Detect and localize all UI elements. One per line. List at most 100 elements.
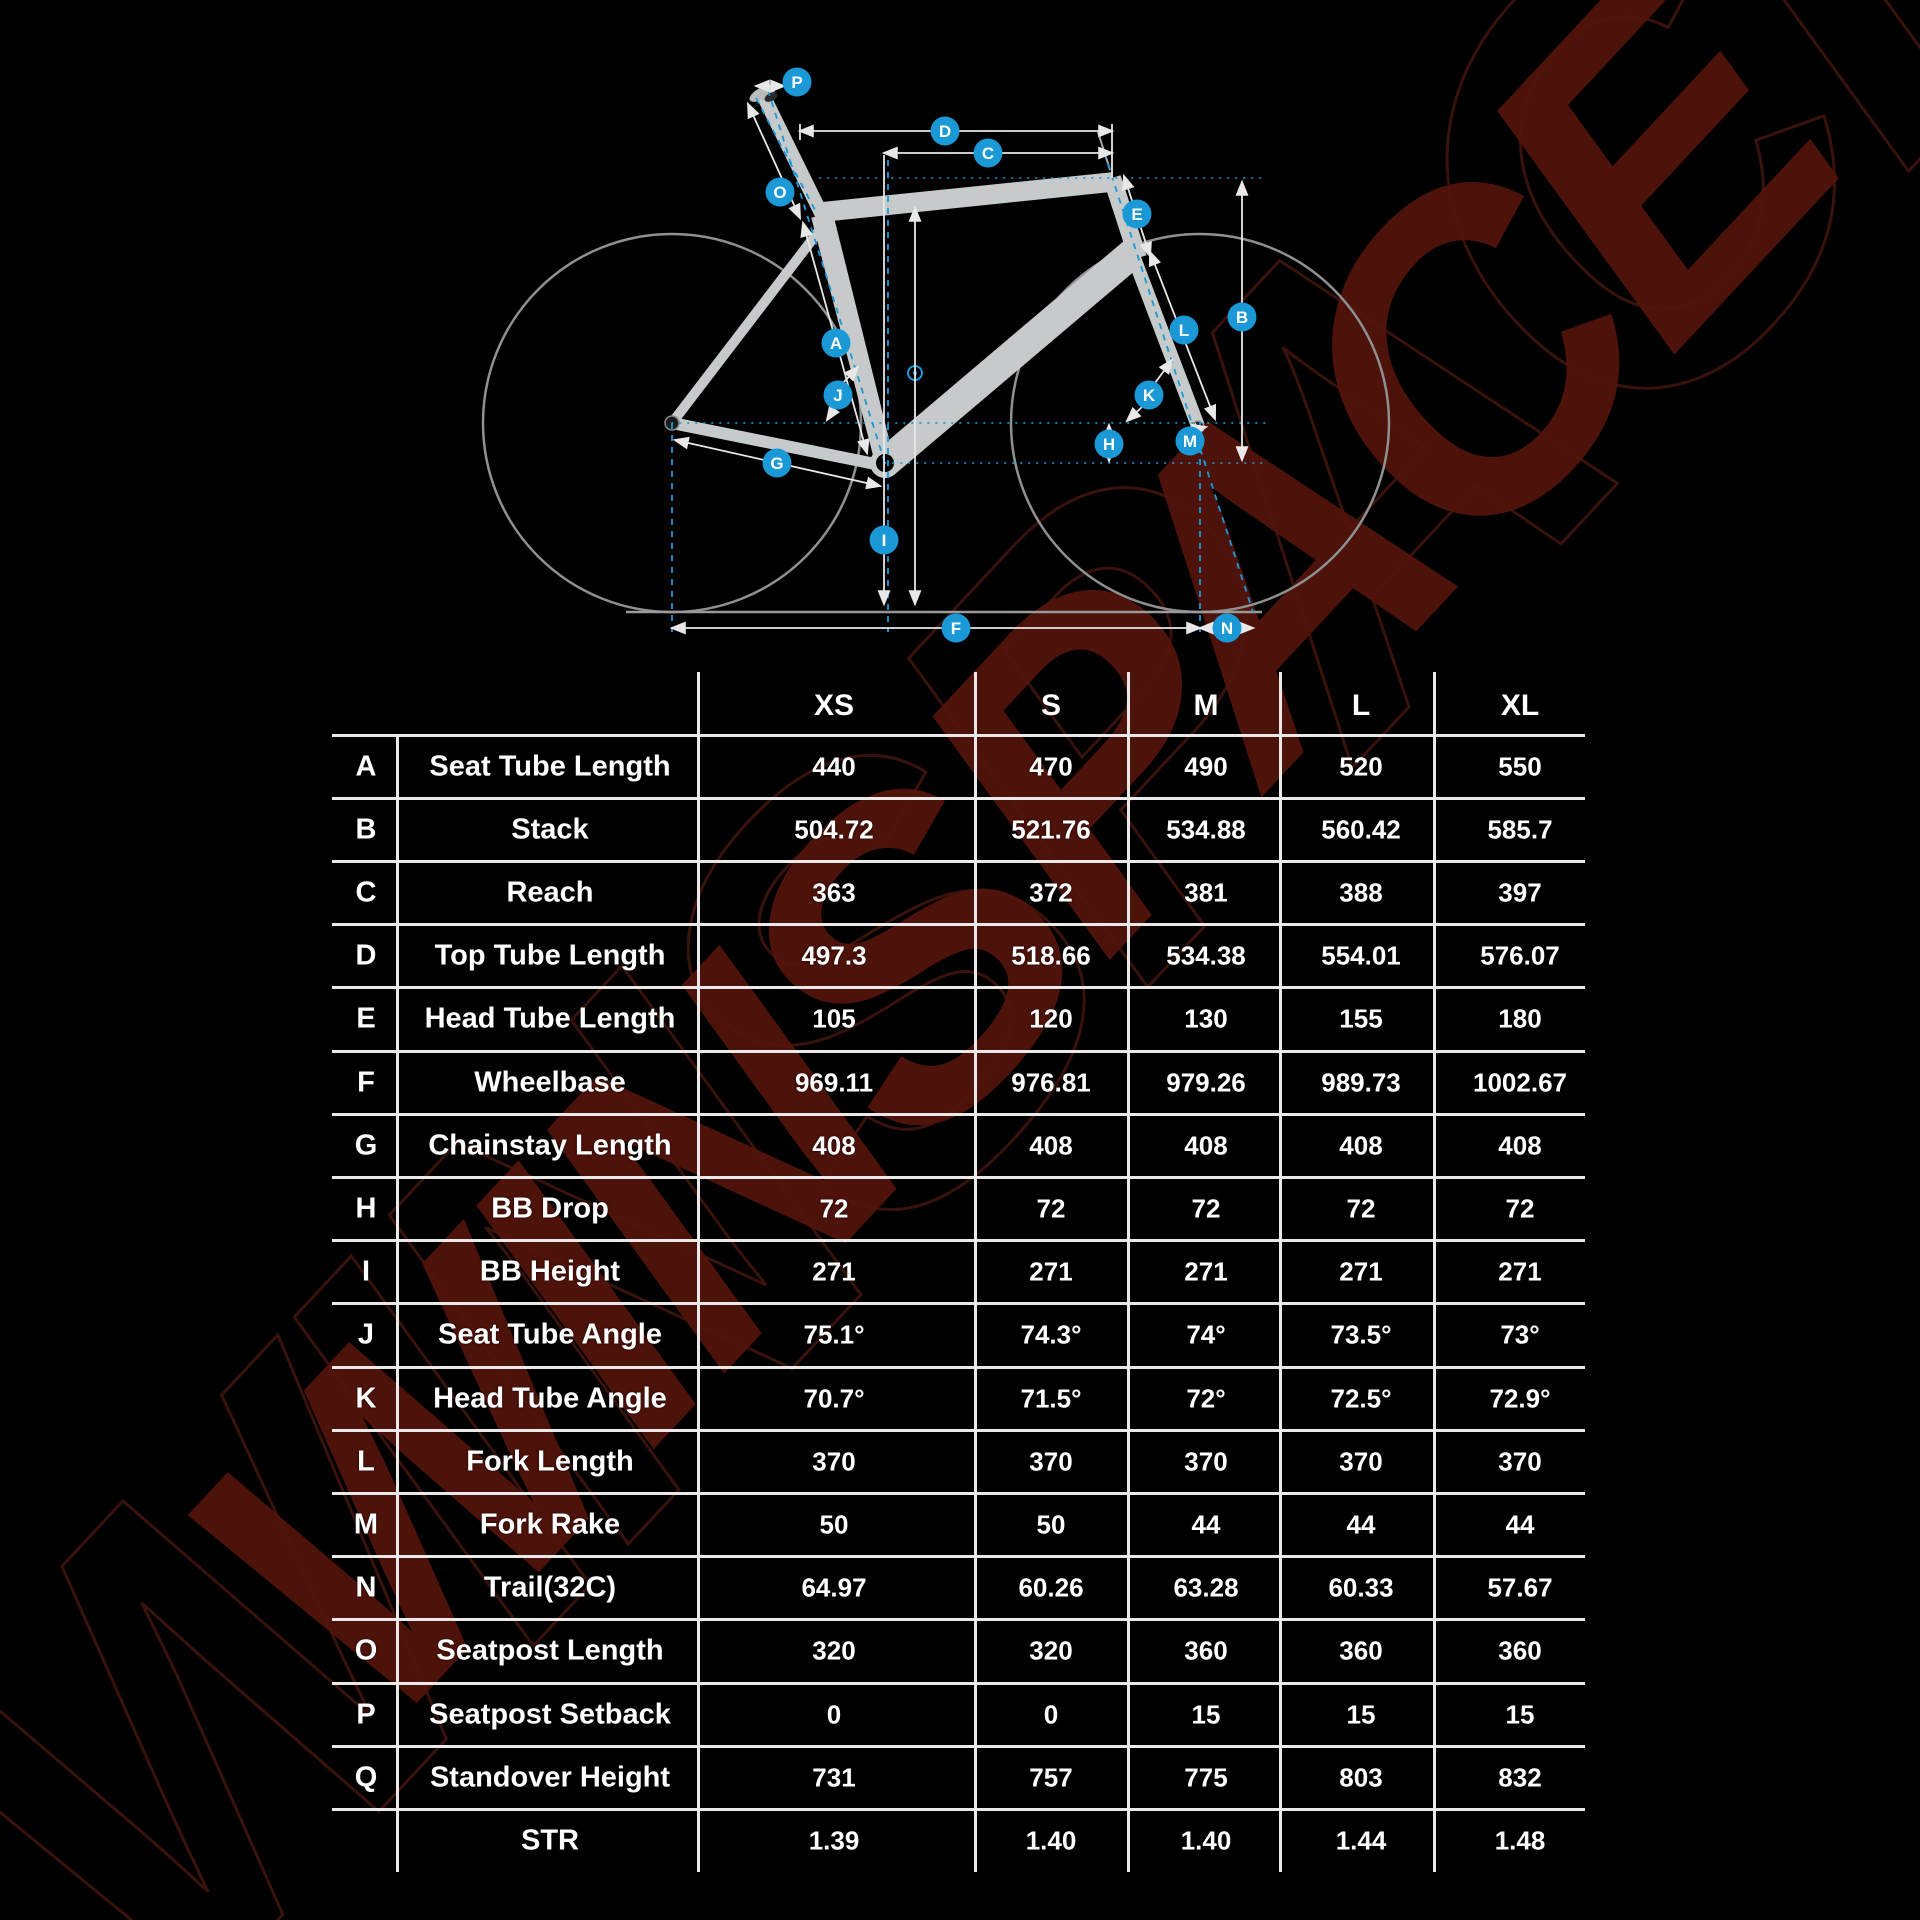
diagram-label-circle-C <box>973 138 1003 168</box>
table-grid-vline <box>1126 672 1130 1872</box>
row-name: Top Tube Length <box>434 939 666 972</box>
row-key: M <box>353 1508 379 1541</box>
diagram-label-letter-A: A <box>830 334 842 353</box>
table-grid-hline <box>332 1112 1585 1116</box>
row-value: 360 <box>1498 1635 1542 1666</box>
row-value: 534.88 <box>1166 814 1246 845</box>
row-value: 72.9° <box>1489 1383 1551 1414</box>
row-value: 180 <box>1498 1003 1542 1034</box>
row-value: 504.72 <box>794 814 874 845</box>
row-value: 72 <box>1191 1193 1221 1224</box>
diagram-label-circle-M <box>1175 426 1205 456</box>
row-value: 74.3° <box>1020 1319 1082 1350</box>
table-grid-hline <box>332 1744 1585 1748</box>
row-key: O <box>354 1634 378 1667</box>
row-value: 60.33 <box>1328 1572 1394 1603</box>
row-value: 44 <box>1505 1509 1535 1540</box>
row-value: 50 <box>819 1509 849 1540</box>
diagram-labels: A B C D E F G H I J K L M N O P <box>762 67 1257 643</box>
diagram-label-letter-O: O <box>773 183 786 202</box>
row-key: Q <box>354 1761 378 1794</box>
row-value: 72 <box>1036 1193 1066 1224</box>
diagram-label-letter-D: D <box>939 122 951 141</box>
row-value: 57.67 <box>1487 1572 1553 1603</box>
diagram-label-letter-H: H <box>1103 435 1115 454</box>
row-value: 370 <box>812 1446 856 1477</box>
down-tube <box>875 240 1144 475</box>
row-value: 1.40 <box>1180 1825 1232 1856</box>
row-key: E <box>356 1002 376 1035</box>
row-value: 72 <box>1346 1193 1376 1224</box>
row-value: 518.66 <box>1011 940 1091 971</box>
row-value: 72 <box>1505 1193 1535 1224</box>
table-grid-hline <box>332 859 1585 863</box>
row-key: F <box>357 1066 375 1099</box>
size-column-header: M <box>1193 689 1219 722</box>
row-value: 832 <box>1498 1762 1542 1793</box>
row-value: 560.42 <box>1321 814 1401 845</box>
row-value: 15 <box>1191 1699 1221 1730</box>
row-value: 388 <box>1339 877 1383 908</box>
row-key: D <box>355 939 377 972</box>
size-column-header: S <box>1040 689 1062 722</box>
diagram-label-circle-B <box>1227 302 1257 332</box>
row-key: P <box>356 1698 376 1731</box>
row-value: 72 <box>819 1193 849 1224</box>
size-column-header: XS <box>813 689 855 722</box>
diagram-label-letter-K: K <box>1143 386 1156 405</box>
row-value: 63.28 <box>1173 1572 1239 1603</box>
row-value: 554.01 <box>1321 940 1401 971</box>
row-value: 989.73 <box>1321 1067 1401 1098</box>
table-grid-hline <box>332 1365 1585 1369</box>
row-key: N <box>355 1571 377 1604</box>
row-value: 75.1° <box>803 1319 865 1350</box>
row-value: 370 <box>1029 1446 1073 1477</box>
row-value: 470 <box>1029 751 1073 782</box>
row-value: 72.5° <box>1330 1383 1392 1414</box>
size-column-header: XL <box>1500 689 1540 722</box>
table-grid-hline <box>332 986 1585 990</box>
table-grid-vline <box>1432 672 1436 1872</box>
row-value: 271 <box>812 1256 856 1287</box>
row-key: B <box>355 813 377 846</box>
row-value: 105 <box>812 1003 856 1034</box>
diagram-label-circle-K <box>1134 380 1164 410</box>
row-value: 803 <box>1339 1762 1383 1793</box>
row-value: 408 <box>812 1130 856 1161</box>
row-value: 320 <box>812 1635 856 1666</box>
row-value: 363 <box>812 877 856 908</box>
row-value: 130 <box>1184 1003 1228 1034</box>
row-value: 408 <box>1029 1130 1073 1161</box>
row-name: Head Tube Length <box>424 1002 676 1035</box>
diagram-label-circle-P <box>782 67 812 97</box>
table-grid-hline <box>332 796 1585 800</box>
row-value: 71.5° <box>1020 1383 1082 1414</box>
diagram-label-circle-F <box>941 613 971 643</box>
row-value: 370 <box>1498 1446 1542 1477</box>
row-value: 372 <box>1029 877 1073 908</box>
diagram-label-letter-M: M <box>1183 432 1197 451</box>
row-value: 271 <box>1184 1256 1228 1287</box>
row-name: Head Tube Angle <box>433 1382 667 1415</box>
saddle-clamp-bolt <box>764 92 778 102</box>
row-value: 72° <box>1186 1383 1226 1414</box>
row-value: 497.3 <box>801 940 867 971</box>
table-grid-hline <box>332 1302 1585 1306</box>
row-value: 408 <box>1498 1130 1542 1161</box>
row-value: 585.7 <box>1487 814 1553 845</box>
table-grid-hline <box>332 1807 1585 1811</box>
diagram-label-letter-N: N <box>1221 619 1233 638</box>
diagram-label-letter-B: B <box>1236 308 1248 327</box>
row-value: 360 <box>1339 1635 1383 1666</box>
diagram-label-circle-I <box>869 525 899 555</box>
row-name: BB Height <box>479 1255 621 1288</box>
top-tube <box>821 172 1113 222</box>
angle-K-down <box>1125 406 1143 423</box>
diagram-label-letter-F: F <box>951 619 961 638</box>
table-grid-hline <box>332 1239 1585 1243</box>
diagram-label-circle-L <box>1169 315 1199 345</box>
diagram-label-letter-P: P <box>791 73 802 92</box>
row-value: 155 <box>1339 1003 1383 1034</box>
row-name: Fork Length <box>466 1445 634 1478</box>
angle-J-up <box>841 365 860 385</box>
